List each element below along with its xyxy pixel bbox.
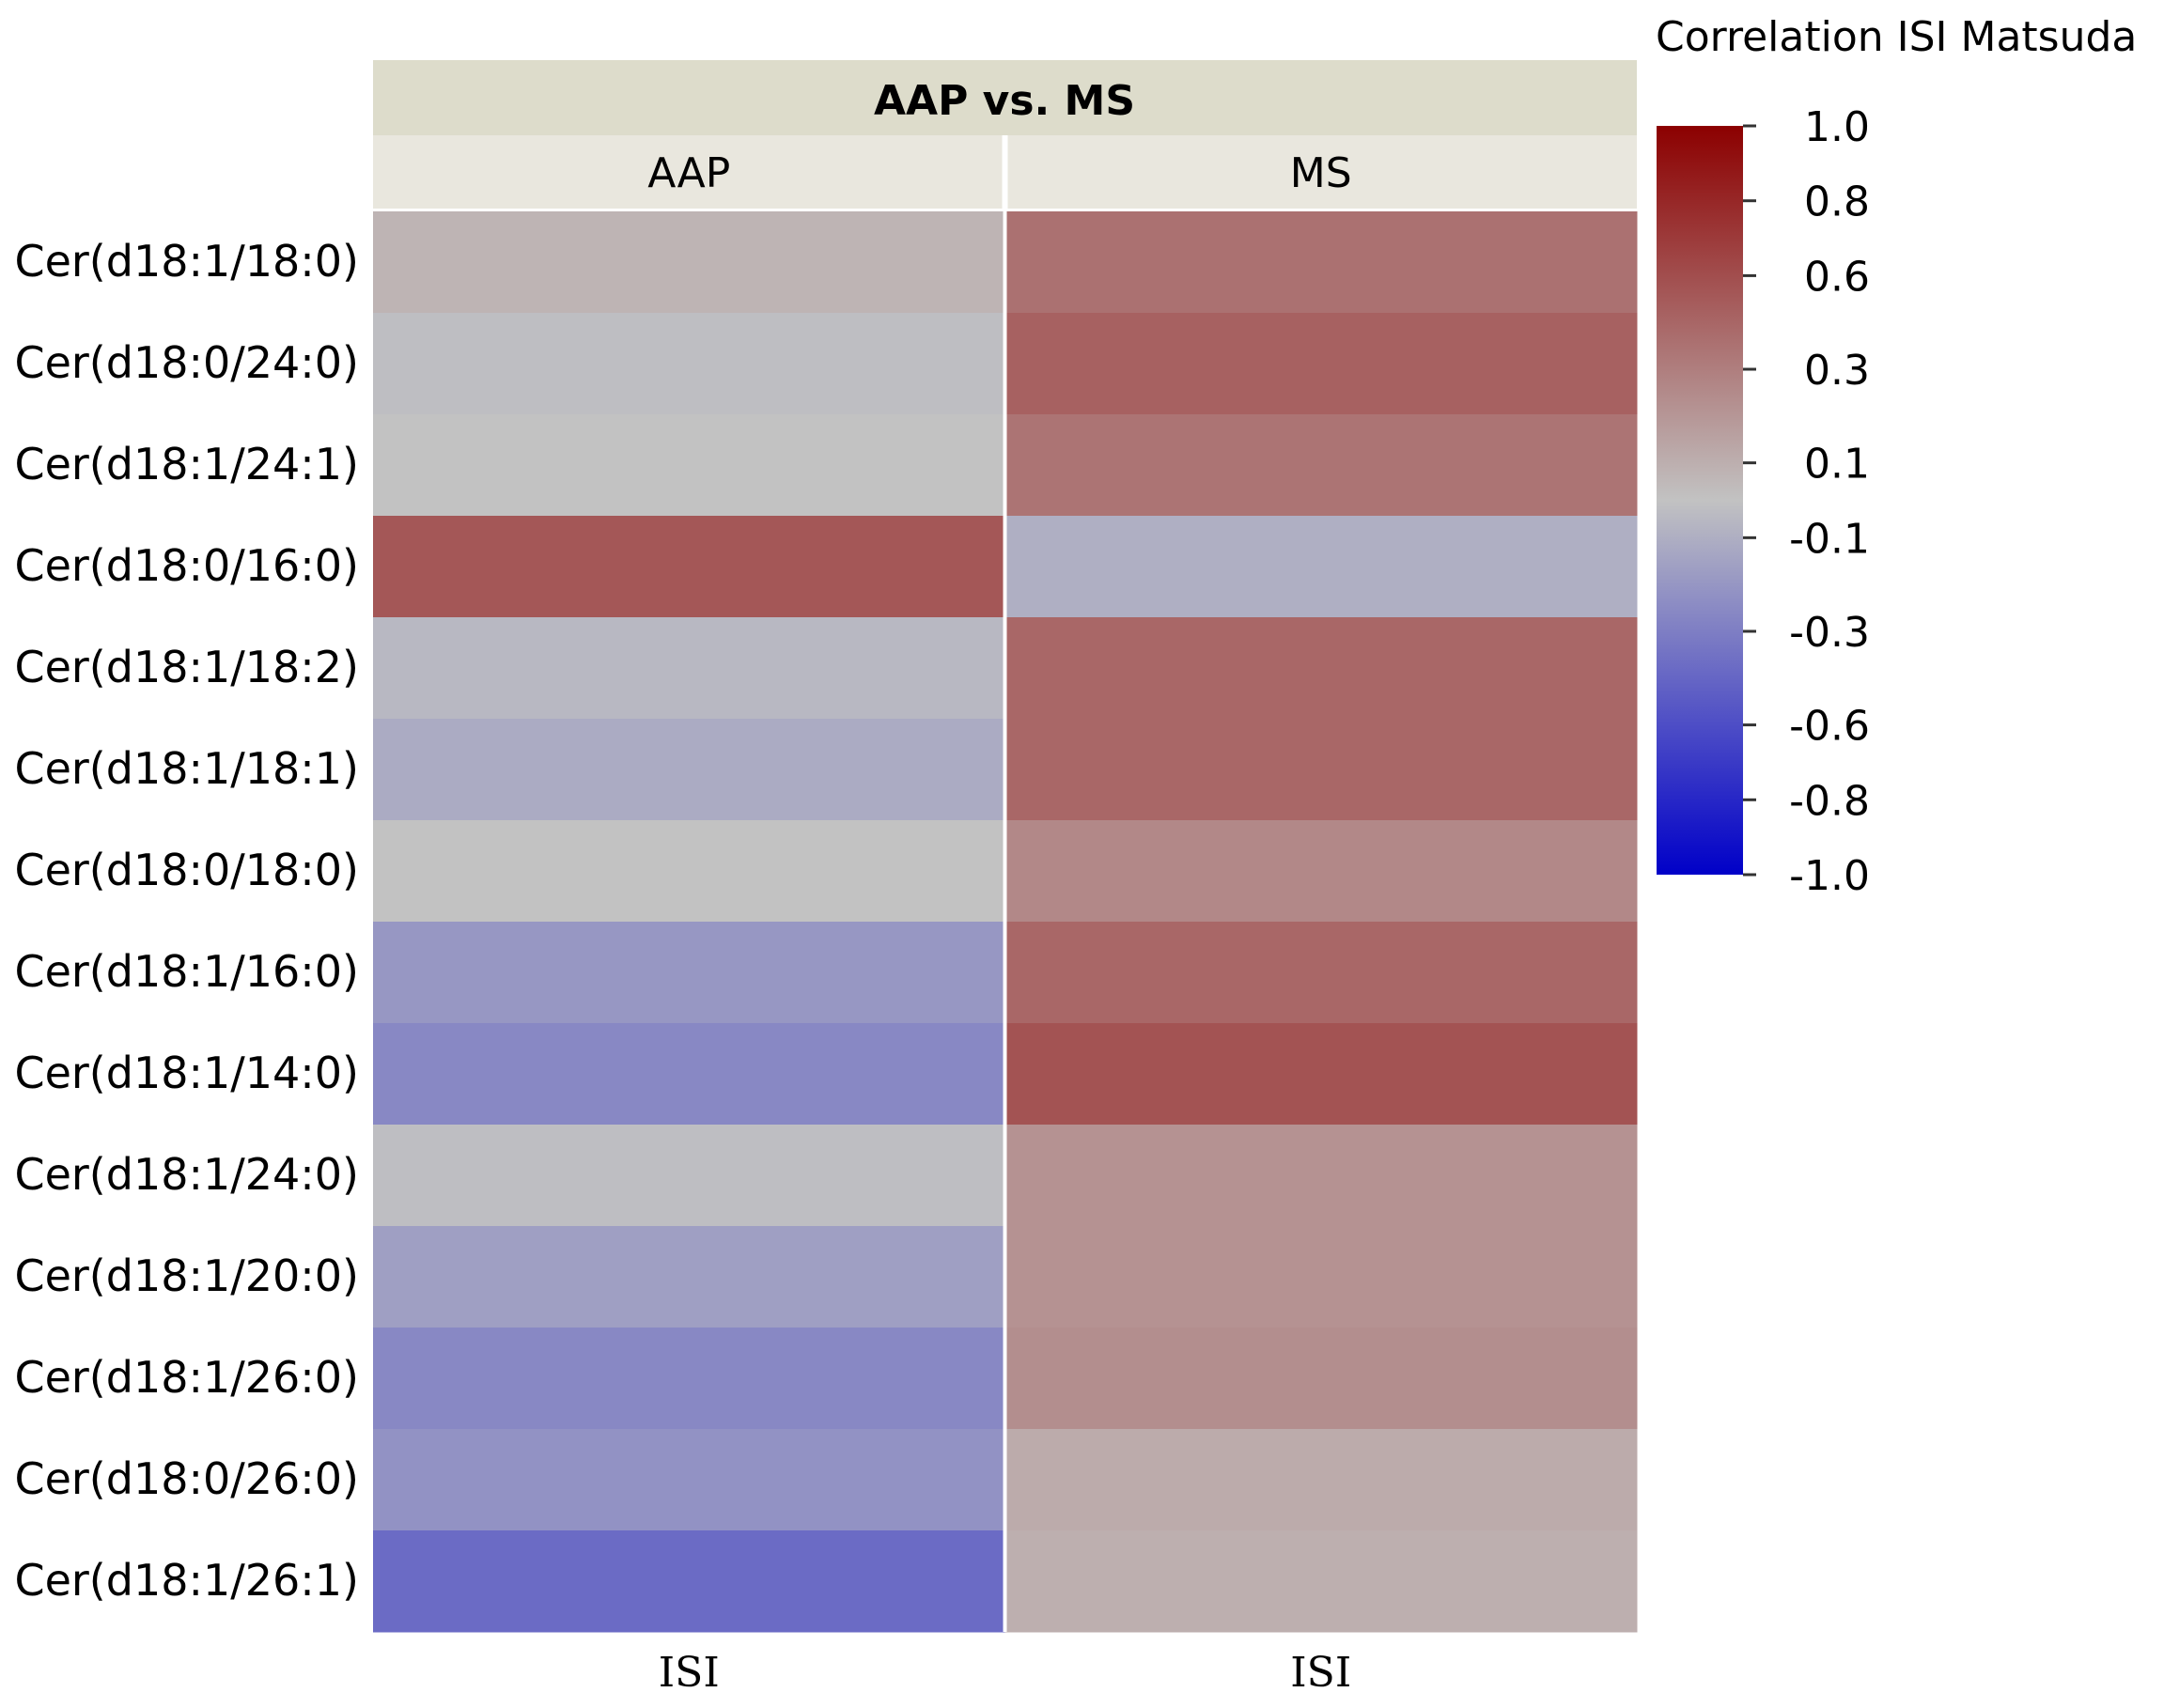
colorbar-tick-label: -0.1: [1789, 515, 1870, 563]
row-label: Cer(d18:1/16:0): [14, 946, 359, 997]
row-label: Cer(d18:1/26:1): [14, 1555, 359, 1606]
column-header-bg: [373, 135, 1003, 209]
colorbar-tick-label: 1.0: [1804, 103, 1870, 151]
heatmap-cell: [373, 1023, 1005, 1126]
heatmap-cell: [373, 211, 1005, 314]
x-axis-label: ISI: [1290, 1649, 1351, 1697]
heatmap-cell: [373, 1530, 1005, 1633]
heatmap-cell: [1004, 820, 1638, 923]
heatmap-cell: [1004, 313, 1638, 415]
heatmap-cell: [1004, 1328, 1638, 1430]
heatmap-cell: [373, 516, 1005, 618]
heatmap-cell: [1004, 516, 1638, 618]
colorbar-tick-label: 0.3: [1804, 347, 1870, 395]
heatmap-cell: [373, 1429, 1005, 1531]
colorbar-tick-label: -1.0: [1789, 852, 1870, 900]
row-label: Cer(d18:1/20:0): [14, 1250, 359, 1301]
column-header-label: AAP: [647, 149, 730, 197]
colorbar-tick-label: 0.8: [1804, 179, 1870, 226]
colorbar-tick-label: 0.1: [1804, 441, 1870, 489]
row-label: Cer(d18:1/18:1): [14, 743, 359, 794]
chart-title: AAP vs. MS: [874, 77, 1135, 125]
heatmap-cell: [373, 617, 1005, 720]
row-label: Cer(d18:1/24:1): [14, 439, 359, 489]
heatmap-cell: [373, 1125, 1005, 1227]
colorbar-gradient: [1657, 126, 1743, 875]
heatmap-cell: [1004, 1429, 1638, 1531]
heatmap-cell: [373, 1328, 1005, 1430]
heatmap-cell: [1004, 922, 1638, 1024]
heatmap-cell: [1004, 1125, 1638, 1227]
heatmap-cell: [373, 719, 1005, 821]
colorbar-tick-label: -0.8: [1789, 777, 1870, 825]
heatmap-cell: [1004, 1226, 1638, 1328]
heatmap-cell: [373, 820, 1005, 923]
colorbar-title: Correlation ISI Matsuda: [1656, 13, 2137, 61]
row-label: Cer(d18:1/18:2): [14, 642, 359, 692]
row-label: Cer(d18:0/16:0): [14, 540, 359, 591]
row-label: Cer(d18:1/26:0): [14, 1352, 359, 1403]
heatmap-cell: [1004, 617, 1638, 720]
column-header-bg: [1007, 135, 1637, 209]
row-label: Cer(d18:0/26:0): [14, 1453, 359, 1504]
row-label: Cer(d18:1/18:0): [14, 236, 359, 287]
heatmap-cell: [373, 313, 1005, 415]
colorbar-tick-label: 0.6: [1804, 253, 1870, 301]
heatmap-cell: [373, 922, 1005, 1024]
x-axis-label: ISI: [659, 1649, 720, 1697]
colorbar-tick-label: -0.6: [1789, 703, 1870, 751]
row-label: Cer(d18:0/18:0): [14, 845, 359, 895]
title-header-bar: [373, 60, 1637, 135]
heatmap-cell: [373, 414, 1005, 517]
heatmap-cell: [1004, 1530, 1638, 1633]
colorbar-tick-label: -0.3: [1789, 609, 1870, 657]
heatmap-cell: [373, 1226, 1005, 1328]
heatmap-cell: [1004, 414, 1638, 517]
row-label: Cer(d18:1/24:0): [14, 1149, 359, 1200]
column-header-label: MS: [1290, 149, 1352, 197]
row-label: Cer(d18:0/24:0): [14, 337, 359, 388]
heatmap-cell: [1004, 719, 1638, 821]
row-label: Cer(d18:1/14:0): [14, 1048, 359, 1098]
heatmap-cell: [1004, 211, 1638, 314]
heatmap-cell: [1004, 1023, 1638, 1126]
